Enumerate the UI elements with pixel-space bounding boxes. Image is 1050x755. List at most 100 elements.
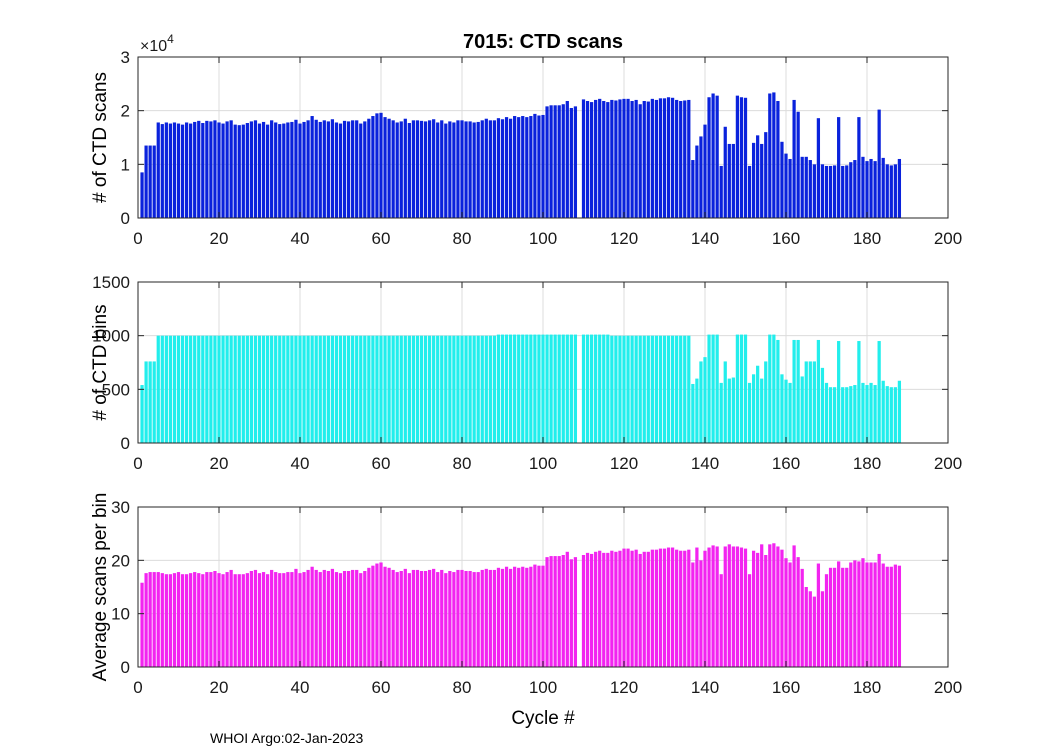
bar-bins-16	[201, 335, 205, 443]
x-tick-label: 120	[610, 454, 638, 473]
bar-bins-37	[286, 335, 290, 443]
bar-bins-3	[148, 361, 152, 443]
bar-avg-179	[861, 558, 865, 667]
bar-avg-74	[436, 572, 440, 667]
bar-bins-53	[351, 335, 355, 443]
bar-avg-106	[565, 551, 569, 667]
bar-bins-173	[837, 341, 841, 443]
bar-bins-106	[565, 334, 569, 443]
bar-avg-70	[419, 571, 424, 667]
bar-scans-82	[468, 121, 472, 218]
x-tick-label: 0	[133, 229, 142, 248]
bar-scans-52	[346, 121, 351, 218]
bar-scans-29	[253, 120, 258, 218]
bar-avg-136	[687, 549, 691, 667]
bar-scans-31	[261, 121, 266, 218]
bar-scans-72	[427, 120, 432, 218]
bar-avg-72	[427, 569, 432, 667]
bar-scans-159	[780, 141, 784, 218]
bar-bins-98	[533, 334, 537, 443]
bar-scans-169	[820, 164, 825, 218]
bar-bins-24	[233, 335, 237, 443]
bar-avg-82	[468, 571, 472, 667]
bar-avg-102	[549, 556, 553, 667]
bar-avg-129	[658, 548, 663, 667]
panel-bins: 0 20 40 60 80 100 120 140 160 180 200 0 500 1000 1500 #…	[90, 273, 962, 473]
bar-bins-72	[427, 335, 432, 443]
x-tick-label: 20	[210, 229, 229, 248]
bar-bins-174	[841, 387, 845, 443]
bar-scans-50	[338, 123, 343, 218]
bar-scans-48	[330, 119, 335, 218]
bar-scans-150	[743, 97, 748, 218]
bar-avg-168	[816, 563, 821, 667]
x-tick-label: 80	[453, 678, 472, 697]
bar-avg-54	[355, 569, 359, 667]
bar-avg-87	[488, 569, 492, 667]
bar-avg-52	[346, 571, 351, 667]
bar-avg-164	[800, 568, 804, 667]
bar-bins-31	[261, 335, 266, 443]
bar-scans-107	[569, 107, 573, 218]
bar-bins-187	[893, 387, 897, 443]
bar-bins-185	[885, 386, 889, 443]
bar-avg-91	[504, 566, 509, 667]
bar-bins-38	[290, 335, 294, 443]
bar-avg-132	[670, 547, 675, 667]
bar-bins-47	[326, 335, 330, 443]
bar-scans-61	[383, 117, 387, 218]
bar-avg-10	[176, 572, 181, 667]
bar-scans-67	[407, 123, 411, 218]
bar-bins-139	[699, 361, 703, 443]
x-axis-label: Cycle #	[511, 708, 575, 729]
bar-avg-85	[480, 569, 484, 667]
bar-bins-170	[824, 382, 829, 443]
bar-scans-164	[800, 156, 804, 218]
bar-scans-120	[622, 98, 626, 218]
bar-bins-165	[804, 361, 808, 443]
bar-bins-76	[444, 335, 448, 443]
bar-avg-167	[812, 596, 816, 667]
y-tick-label: 500	[102, 380, 130, 399]
x-tick-label: 20	[210, 454, 229, 473]
bar-scans-32	[265, 124, 270, 218]
bar-bins-183	[877, 341, 881, 443]
bar-scans-89	[496, 118, 501, 218]
bar-avg-184	[881, 563, 885, 667]
bar-bins-56	[363, 335, 367, 443]
x-tick-label: 160	[772, 229, 800, 248]
bar-scans-12	[184, 122, 189, 218]
bar-scans-65	[399, 121, 403, 218]
bar-bins-142	[711, 334, 715, 443]
bar-bins-89	[496, 334, 501, 443]
bar-avg-63	[391, 569, 395, 667]
bar-bins-125	[642, 335, 646, 443]
bar-bins-92	[508, 334, 513, 443]
bar-avg-30	[257, 573, 262, 667]
bar-avg-26	[241, 574, 245, 667]
bar-bins-18	[209, 335, 213, 443]
bar-scans-122	[630, 101, 634, 218]
bar-bins-184	[881, 380, 885, 443]
bar-scans-121	[626, 98, 630, 218]
bar-bins-50	[338, 335, 343, 443]
bar-bins-162	[792, 339, 796, 443]
bar-avg-166	[808, 591, 812, 667]
bar-avg-31	[261, 572, 266, 667]
bar-avg-140	[703, 550, 707, 667]
bar-avg-6	[160, 573, 164, 667]
bar-avg-187	[893, 564, 897, 667]
bar-avg-21	[221, 574, 225, 667]
bar-avg-40	[298, 573, 302, 667]
bar-bins-161	[788, 382, 792, 443]
bar-bins-172	[832, 387, 837, 443]
bar-scans-22	[225, 121, 229, 218]
y-axis-label: Average scans per bin	[90, 493, 111, 682]
bar-avg-148	[735, 546, 740, 667]
bar-scans-114	[598, 98, 602, 218]
bar-scans-70	[419, 120, 424, 218]
bar-bins-97	[529, 334, 533, 443]
bar-bins-178	[857, 341, 861, 443]
bar-scans-139	[699, 136, 703, 218]
